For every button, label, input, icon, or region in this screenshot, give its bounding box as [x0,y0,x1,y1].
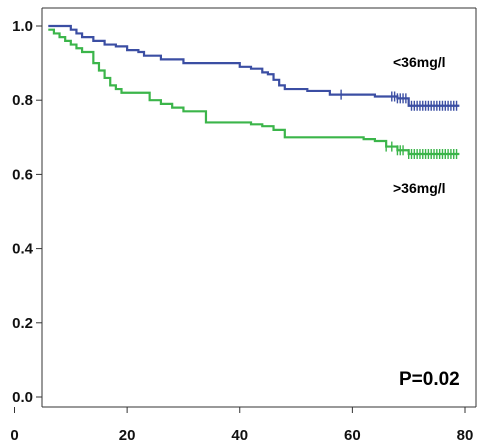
chart-axes: 0.0 0.2 0.4 0.6 0.8 1.0 0 20 40 60 80 [10,7,477,444]
series-label-high: >36mg/l [393,180,446,196]
y-tick-label: 0.8 [12,92,33,109]
x-tick-label: 20 [119,427,136,444]
x-tick-label: 0 [10,427,18,444]
y-tick-label: 0.4 [12,241,34,258]
y-tick-label: 0.0 [12,389,33,406]
chart-series [48,24,460,159]
p-value-annotation: P=0.02 [399,369,460,390]
y-tick-label: 0.2 [12,315,33,332]
x-tick-label: 80 [457,427,474,444]
x-tick-label: 60 [344,427,361,444]
y-tick-label: 0.6 [12,166,33,183]
series-line-0 [48,24,460,107]
y-tick-label: 1.0 [12,18,33,35]
x-tick-label: 40 [231,427,248,444]
series-label-low: <36mg/l [393,54,446,70]
series-line-1 [48,28,460,156]
